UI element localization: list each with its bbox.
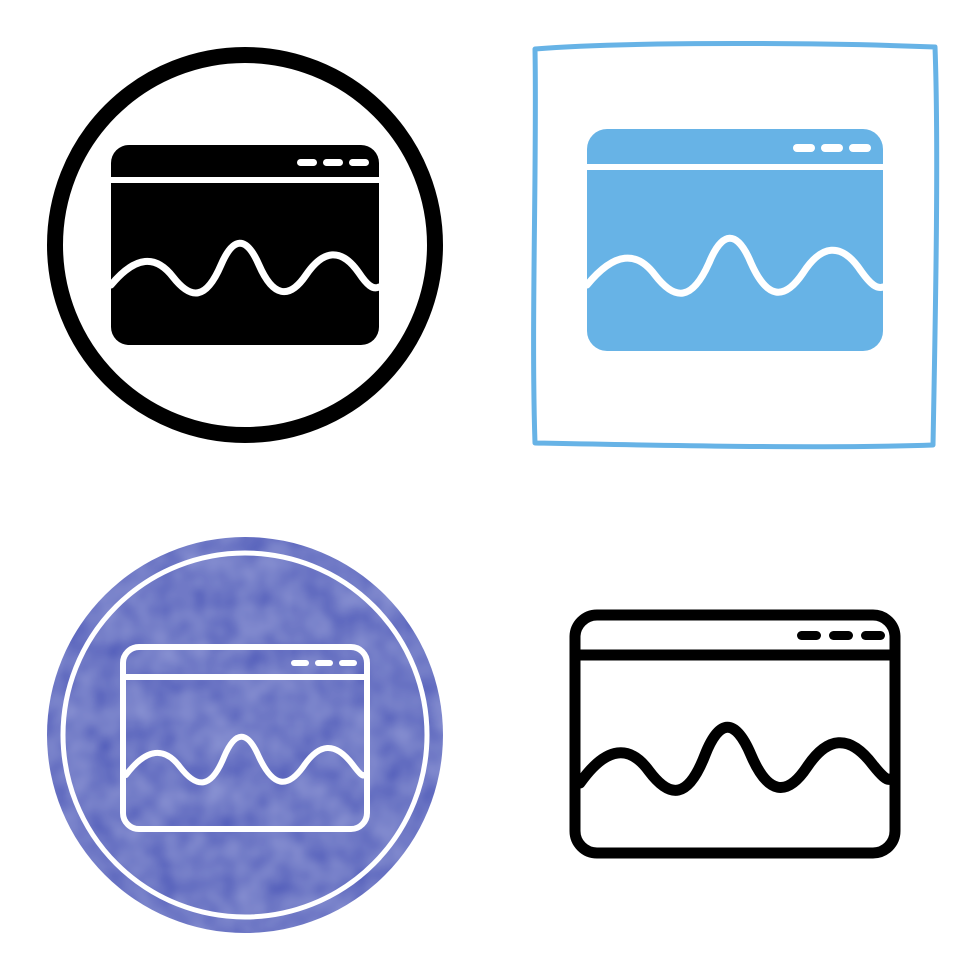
analytics-window-icon	[35, 35, 455, 455]
icon-variant-grid	[0, 0, 980, 980]
cell-blue-square	[490, 0, 980, 490]
cell-indigo-circle	[0, 490, 490, 980]
cell-black-circle	[0, 0, 490, 490]
analytics-window-icon	[515, 25, 955, 465]
analytics-window-icon	[555, 585, 915, 885]
cell-black-outline	[490, 490, 980, 980]
analytics-window-icon	[35, 525, 455, 945]
